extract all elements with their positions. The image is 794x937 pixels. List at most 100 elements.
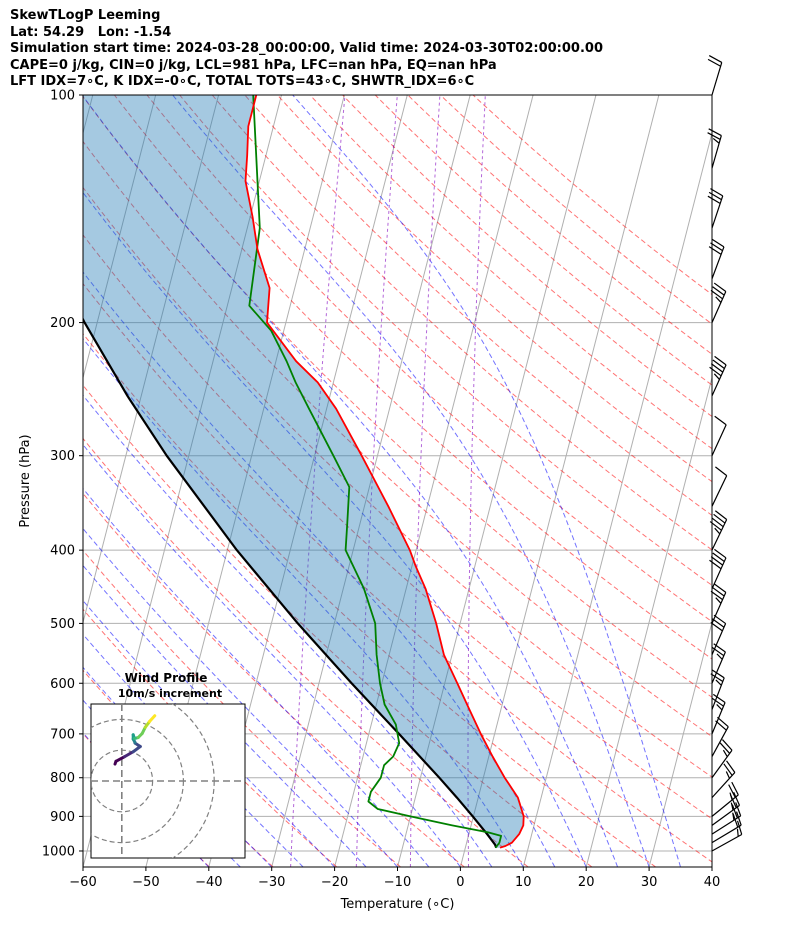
hodograph-subtitle: 10m/s increment <box>118 687 222 700</box>
barb-feather <box>712 618 725 628</box>
barb-feather <box>712 587 725 597</box>
x-tick-label: 20 <box>578 875 595 890</box>
barb-staff <box>711 592 727 624</box>
mixing-ratio-line <box>355 95 398 867</box>
wind-barb <box>711 820 743 852</box>
barb-staff <box>711 246 725 279</box>
x-tick-label: 0 <box>456 875 464 890</box>
barb-feather <box>711 697 724 707</box>
barb-staff <box>711 815 742 835</box>
barb-feather <box>726 760 736 773</box>
moist-adiabat <box>83 191 587 867</box>
barb-feather <box>711 517 724 528</box>
barb-feather <box>712 137 720 144</box>
barb-feather <box>710 556 724 566</box>
dry-adiabat <box>276 95 712 483</box>
isotherm--70 <box>83 95 220 625</box>
hodograph-trace <box>113 714 157 766</box>
barb-feather <box>732 813 739 828</box>
dry-adiabat <box>83 437 529 867</box>
wind-barb <box>710 669 725 710</box>
barb-feather <box>731 804 738 819</box>
wind-barb <box>711 781 739 817</box>
y-tick-label: 700 <box>50 727 75 742</box>
barb-staff <box>711 804 740 826</box>
barb-feather <box>728 784 736 798</box>
barb-staff <box>711 726 729 757</box>
barb-staff <box>711 677 725 710</box>
y-tick-label: 300 <box>50 449 75 464</box>
axis-labels: Temperature (∘C) Pressure (hPa) <box>18 434 454 912</box>
barb-feather <box>712 693 726 703</box>
wind-barb <box>711 811 742 844</box>
title-line-station: SkewTLogP Leeming <box>10 8 161 23</box>
x-axis-label: Temperature (∘C) <box>340 897 455 912</box>
x-tick-label: 10 <box>515 875 532 890</box>
barb-feather <box>713 614 726 625</box>
barb-feather <box>731 781 739 796</box>
title-line-location: Lat: 54.29 Lon: -1.54 <box>10 24 172 40</box>
wind-barb <box>711 760 736 799</box>
wind-barb <box>711 739 733 779</box>
dry-adiabat <box>439 95 712 325</box>
dry-adiabat <box>113 95 712 660</box>
wind-barb <box>709 510 728 551</box>
mixing-ratio-line <box>290 95 346 867</box>
hodograph-rings <box>91 704 245 858</box>
barb-staff <box>711 424 727 456</box>
barb-staff <box>711 749 733 779</box>
title-line-times: Simulation start time: 2024-03-28_00:00:… <box>10 41 603 57</box>
wind-barb <box>710 282 727 323</box>
chart-title: SkewTLogP Leeming Lat: 54.29 Lon: -1.54 … <box>10 8 603 91</box>
barb-feather <box>707 132 721 140</box>
isotherm-50 <box>775 95 794 867</box>
dry-adiabat <box>83 95 712 698</box>
barb-staff <box>711 824 742 844</box>
wind-barbs <box>707 55 743 852</box>
barb-staff <box>711 475 728 507</box>
cin-shading <box>83 95 524 848</box>
isotherm-30 <box>648 620 712 867</box>
wind-barb <box>709 548 727 590</box>
barb-feather <box>711 669 725 679</box>
profile-lines <box>83 95 525 849</box>
isotherm-20 <box>585 375 712 867</box>
barb-staff <box>711 62 723 96</box>
moist-adiabat <box>83 487 430 867</box>
barb-feather <box>708 246 722 255</box>
y-tick-label: 600 <box>50 677 75 692</box>
barb-staff <box>711 623 727 655</box>
wind-barb <box>710 583 727 624</box>
x-tick-label: 40 <box>704 875 721 890</box>
mixing-ratio-line <box>409 95 441 867</box>
mixing-ratio-line <box>467 95 486 867</box>
wind-barb <box>711 693 726 735</box>
title-line-indices: LFT IDX=7∘C, K IDX=-0∘C, TOTAL TOTS=43∘C… <box>10 74 475 90</box>
dry-adiabat <box>83 140 712 738</box>
hodograph-segment <box>123 750 135 759</box>
y-tick-label: 900 <box>50 810 75 825</box>
barb-feather <box>733 792 741 806</box>
wind-barb <box>711 716 729 757</box>
barb-feather <box>719 742 731 754</box>
isotherm--90 <box>83 95 94 136</box>
isotherm--10 <box>397 95 597 867</box>
wind-barb <box>711 466 728 507</box>
y-axis-label: Pressure (hPa) <box>18 434 33 527</box>
barb-feather <box>721 739 733 751</box>
barb-feather <box>711 238 725 248</box>
barb-staff <box>711 135 722 169</box>
barb-feather <box>729 792 733 801</box>
dry-adiabat <box>341 95 712 418</box>
wind-barb <box>707 128 722 169</box>
barb-feather <box>725 771 731 779</box>
y-tick-label: 400 <box>50 544 75 559</box>
y-tick-label: 100 <box>50 89 75 104</box>
x-tick-label: −60 <box>69 875 96 890</box>
wind-barb <box>711 802 742 835</box>
barb-feather <box>735 802 742 817</box>
hodograph-segment <box>148 714 157 724</box>
barb-feather <box>735 811 742 826</box>
x-tick-label: −20 <box>321 875 348 890</box>
